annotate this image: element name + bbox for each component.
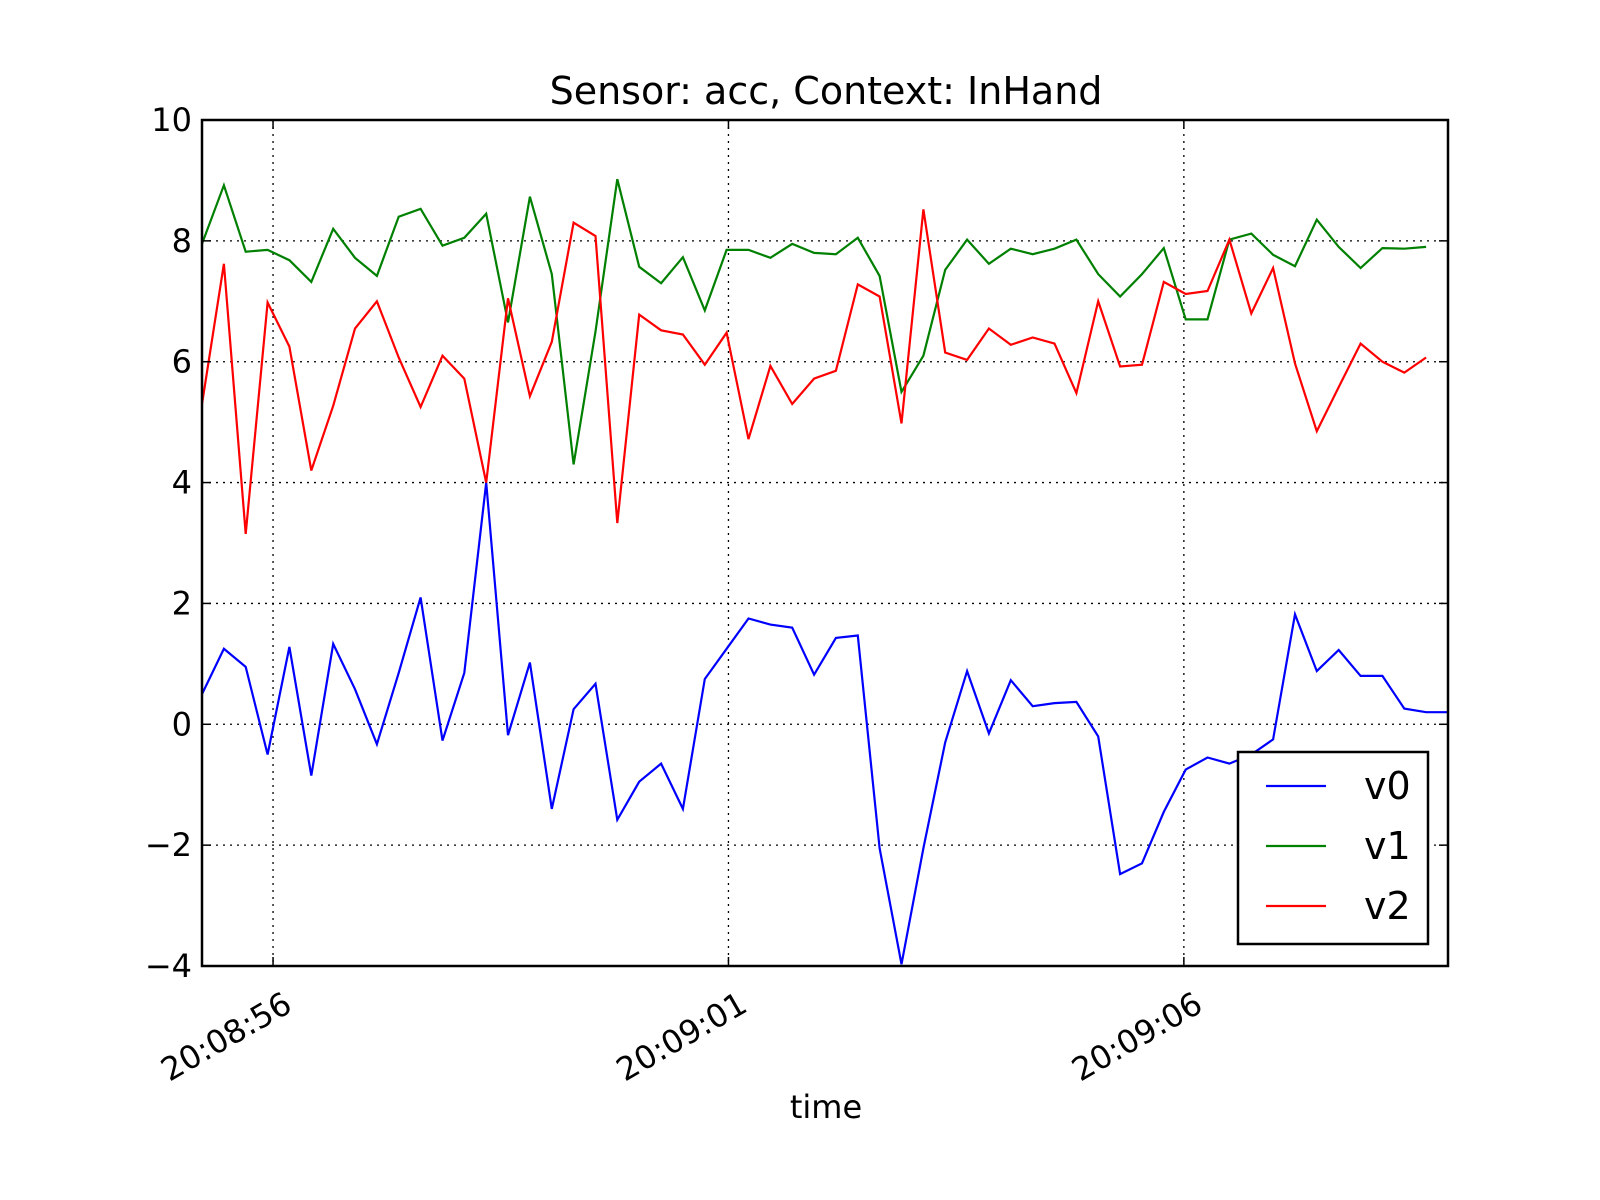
x-axis-label: time	[790, 1088, 862, 1126]
y-axis-ticks: −4 −2 0 2 4 6 8 10	[145, 101, 1448, 985]
legend-label-v2: v2	[1364, 884, 1411, 928]
x-tick-label: 20:08:56	[154, 984, 297, 1089]
plot-frame	[200, 118, 1450, 968]
series-line-v1	[200, 178, 1427, 465]
chart-title: Sensor: acc, Context: InHand	[550, 69, 1103, 113]
legend-label-v1: v1	[1364, 824, 1411, 868]
legend: v0 v1 v2	[1236, 750, 1430, 946]
grid-lines	[202, 120, 1448, 966]
x-tick-label: 20:09:01	[610, 984, 753, 1089]
y-tick-label: −4	[145, 947, 192, 985]
y-tick-label: 2	[172, 584, 192, 622]
series-line-v2	[200, 209, 1427, 535]
y-tick-label: 6	[172, 343, 192, 381]
legend-box	[1236, 750, 1430, 946]
y-tick-label: −2	[145, 826, 192, 864]
x-tick-label: 20:09:06	[1065, 984, 1208, 1089]
x-axis-ticks: 20:08:56 20:09:01 20:09:06	[154, 120, 1209, 1089]
y-tick-label: 10	[151, 101, 192, 139]
y-tick-label: 4	[172, 464, 192, 502]
y-tick-label: 8	[172, 222, 192, 260]
legend-label-v0: v0	[1364, 764, 1411, 808]
y-tick-label: 0	[172, 705, 192, 743]
